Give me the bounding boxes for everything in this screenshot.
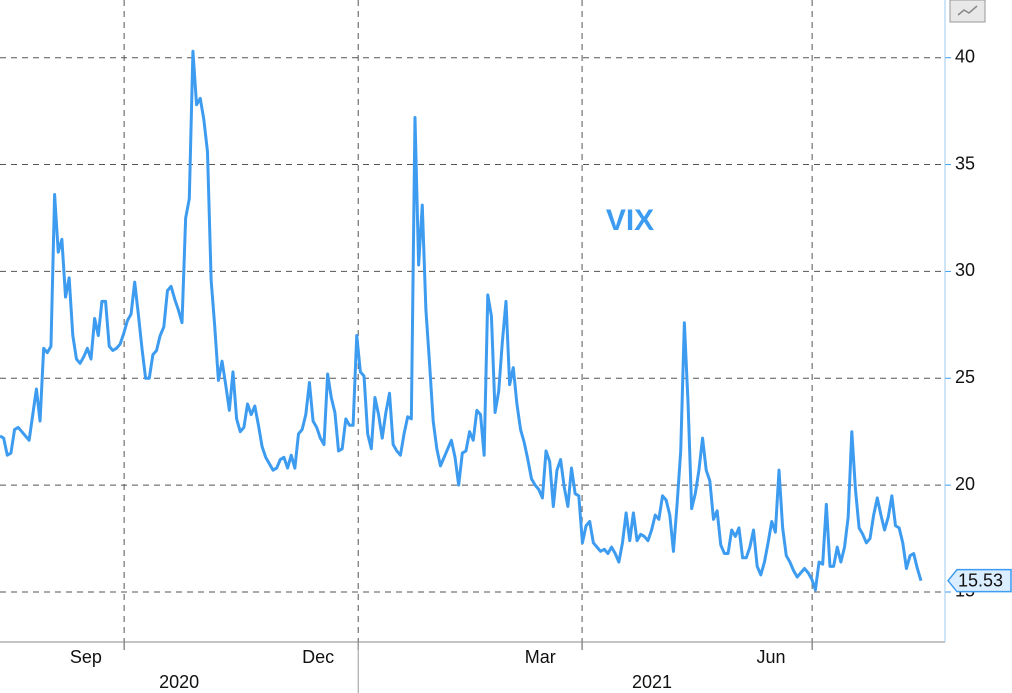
x-tick-label: Dec [302,647,334,667]
y-tick-label: 40 [955,46,975,66]
x-tick-label: Mar [525,647,556,667]
chart-icon [949,0,986,23]
year-label: 2021 [632,672,672,692]
x-tick-label: Sep [70,647,102,667]
last-value-box [947,568,1012,593]
last-value-tag: 15.53 [947,568,1012,593]
year-label: 2020 [159,672,199,692]
last-value-label: 15.53 [958,570,1003,590]
line-series [0,49,923,592]
y-tick-label: 20 [955,474,975,494]
x-tick-label: Jun [756,647,785,667]
series-label: VIX [606,204,654,237]
y-tick-label: 30 [955,260,975,280]
y-tick-label: 25 [955,367,975,387]
y-tick-label: 35 [955,153,975,173]
